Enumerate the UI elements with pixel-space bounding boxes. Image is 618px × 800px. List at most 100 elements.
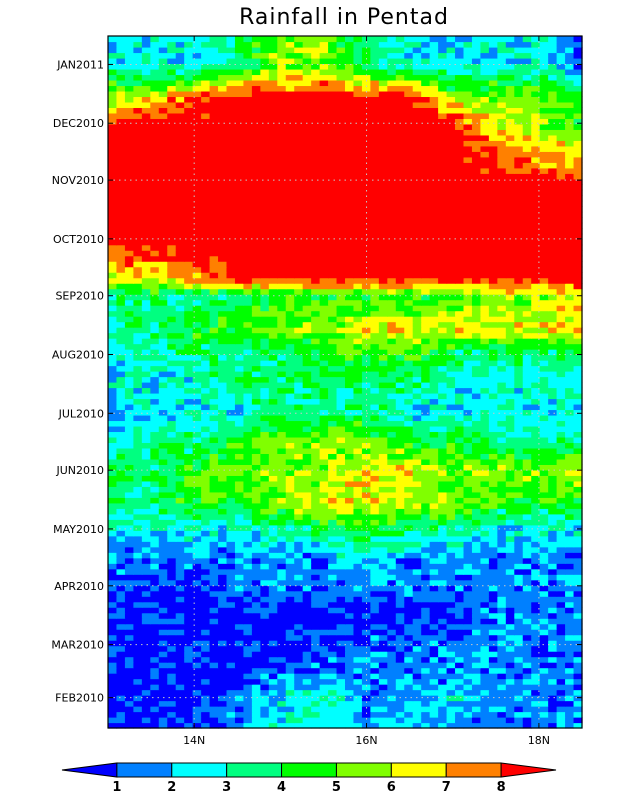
heatmap-cell xyxy=(455,266,465,273)
heatmap-cell xyxy=(378,568,388,575)
heatmap-cell xyxy=(455,277,465,284)
heatmap-cell xyxy=(209,535,219,542)
heatmap-cell xyxy=(124,700,134,707)
heatmap-cell xyxy=(184,321,194,328)
heatmap-cell xyxy=(116,557,126,564)
heatmap-cell xyxy=(361,398,371,405)
heatmap-cell xyxy=(141,244,151,251)
heatmap-cell xyxy=(345,436,355,444)
heatmap-cell xyxy=(108,442,118,449)
heatmap-cell xyxy=(404,722,414,729)
heatmap-cell xyxy=(556,403,566,411)
heatmap-cell xyxy=(404,634,414,641)
heatmap-cell xyxy=(260,464,270,471)
heatmap-cell xyxy=(184,585,194,592)
heatmap-cell xyxy=(285,612,295,619)
heatmap-cell xyxy=(116,283,126,290)
heatmap-cell xyxy=(421,568,431,575)
heatmap-cell xyxy=(294,475,304,482)
heatmap-cell xyxy=(378,299,388,306)
heatmap-cell xyxy=(497,662,507,669)
heatmap-cell xyxy=(429,700,439,707)
heatmap-cell xyxy=(345,695,355,702)
heatmap-cell xyxy=(328,349,338,356)
heatmap-cell xyxy=(234,590,245,597)
heatmap-cell xyxy=(175,277,185,284)
heatmap-cell xyxy=(201,629,211,636)
heatmap-cell xyxy=(184,414,194,422)
heatmap-cell xyxy=(328,678,338,685)
heatmap-cell xyxy=(565,612,575,619)
heatmap-cell xyxy=(404,552,414,559)
heatmap-cell xyxy=(446,392,456,400)
heatmap-cell xyxy=(378,261,388,268)
heatmap-cell xyxy=(150,541,160,548)
heatmap-cell xyxy=(556,250,566,257)
heatmap-cell xyxy=(480,546,490,553)
heatmap-cell xyxy=(370,305,380,312)
heatmap-cell xyxy=(260,563,270,570)
heatmap-cell xyxy=(209,360,219,367)
heatmap-cell xyxy=(251,645,261,652)
heatmap-cell xyxy=(531,519,541,526)
heatmap-cell xyxy=(158,486,168,493)
heatmap-cell xyxy=(158,376,168,383)
heatmap-cell xyxy=(124,442,134,449)
heatmap-cell xyxy=(251,563,261,570)
heatmap-cell xyxy=(404,596,414,603)
heatmap-cell xyxy=(404,261,414,268)
heatmap-cell xyxy=(548,612,558,619)
heatmap-cell xyxy=(328,469,338,476)
heatmap-cell xyxy=(116,299,126,306)
heatmap-cell xyxy=(378,475,388,482)
heatmap-cell xyxy=(531,266,541,273)
heatmap-cell xyxy=(404,398,414,405)
heatmap-cell xyxy=(463,590,473,597)
heatmap-cell xyxy=(412,414,422,422)
heatmap-cell xyxy=(277,651,287,658)
heatmap-cell xyxy=(184,299,194,306)
heatmap-cell xyxy=(124,316,134,323)
heatmap-cell xyxy=(370,453,380,460)
heatmap-cell xyxy=(514,530,524,537)
heatmap-cell xyxy=(429,239,439,246)
heatmap-cell xyxy=(285,585,295,592)
heatmap-cell xyxy=(353,343,363,350)
heatmap-cell xyxy=(548,371,558,378)
heatmap-cell xyxy=(395,272,405,279)
heatmap-cell xyxy=(116,233,126,240)
heatmap-cell xyxy=(505,623,515,630)
heatmap-cell xyxy=(268,497,278,504)
heatmap-cell xyxy=(336,321,346,328)
heatmap-cell xyxy=(243,596,253,603)
heatmap-cell xyxy=(158,349,168,356)
heatmap-cell xyxy=(353,277,363,284)
heatmap-cell xyxy=(277,294,287,301)
heatmap-cell xyxy=(167,338,177,345)
heatmap-cell xyxy=(226,288,236,295)
heatmap-cell xyxy=(108,706,118,713)
heatmap-cell xyxy=(471,552,482,559)
heatmap-cell xyxy=(421,349,431,356)
heatmap-cell xyxy=(218,266,228,273)
heatmap-cell xyxy=(370,502,380,509)
heatmap-cell xyxy=(311,403,321,411)
heatmap-cell xyxy=(260,387,270,394)
heatmap-cell xyxy=(285,376,295,383)
heatmap-cell xyxy=(234,502,245,509)
heatmap-cell xyxy=(234,618,245,625)
heatmap-cell xyxy=(497,464,507,471)
heatmap-cell xyxy=(124,414,134,422)
heatmap-cell xyxy=(378,371,388,378)
heatmap-cell xyxy=(573,266,583,273)
heatmap-cell xyxy=(395,519,405,526)
heatmap-cell xyxy=(268,491,278,498)
heatmap-cell xyxy=(438,277,448,284)
heatmap-cell xyxy=(243,563,253,570)
heatmap-cell xyxy=(328,414,338,422)
heatmap-cell xyxy=(302,371,312,378)
heatmap-cell xyxy=(336,607,346,614)
heatmap-cell xyxy=(209,272,219,279)
heatmap-cell xyxy=(353,634,363,641)
heatmap-cell xyxy=(505,244,515,251)
